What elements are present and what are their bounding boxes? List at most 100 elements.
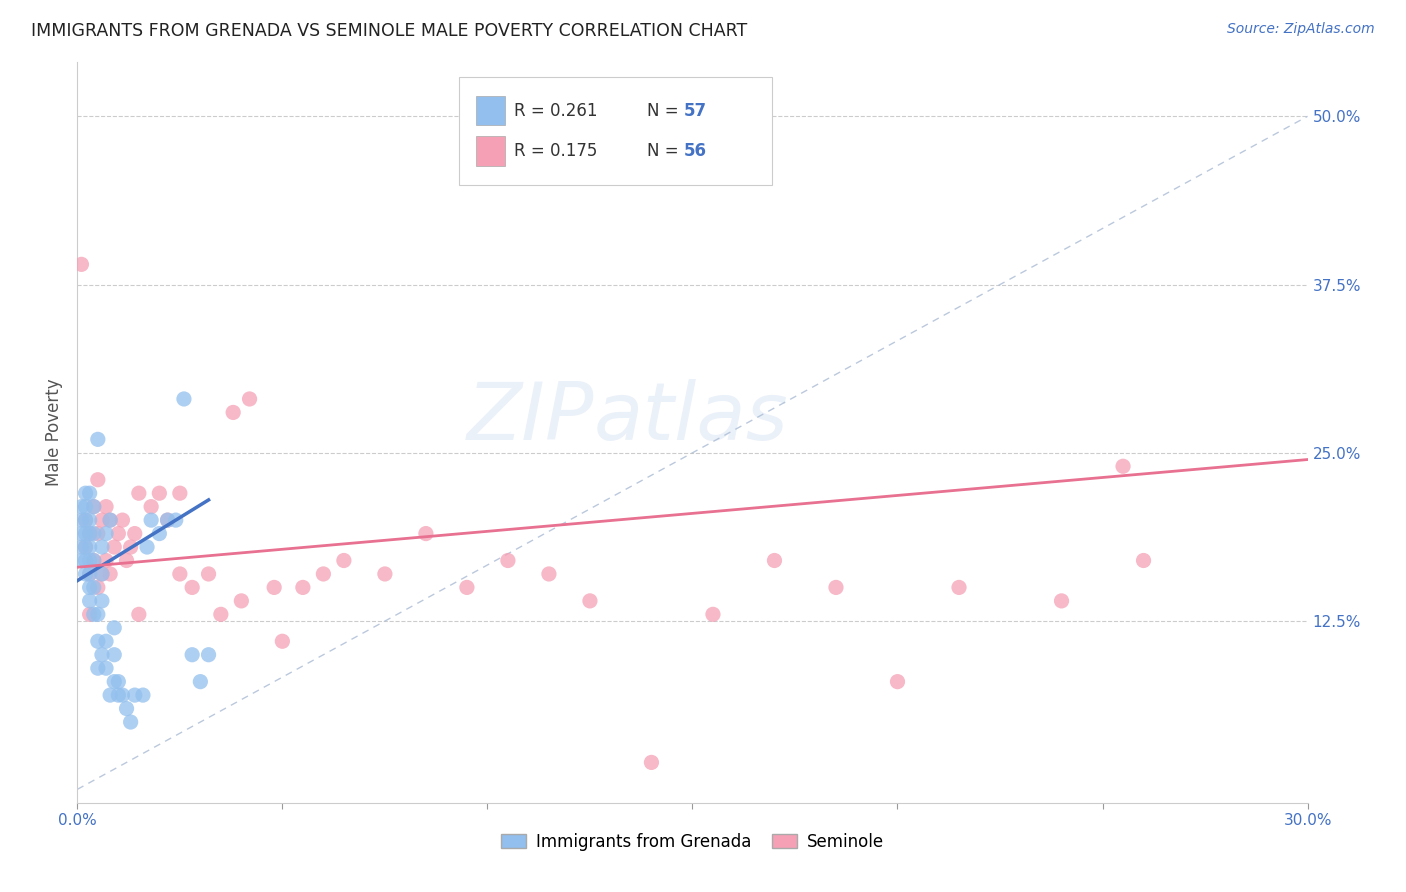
Point [87, 433, 110, 447]
Point [79, 594, 101, 608]
Point [111, 688, 134, 702]
Point [98, 513, 121, 527]
FancyBboxPatch shape [477, 95, 506, 126]
Point [98, 566, 121, 581]
Point [90, 566, 114, 581]
Point [374, 566, 396, 581]
Point [83, 553, 105, 567]
Point [579, 594, 602, 608]
Point [75, 566, 97, 581]
Point [75, 540, 97, 554]
Point [702, 607, 724, 622]
Point [148, 486, 170, 500]
Text: R = 0.261: R = 0.261 [515, 102, 598, 120]
Point [1112, 459, 1135, 474]
Point [83, 526, 105, 541]
Text: Source: ZipAtlas.com: Source: ZipAtlas.com [1227, 22, 1375, 37]
Point [156, 513, 179, 527]
Point [98, 688, 121, 702]
Point [79, 513, 101, 527]
Point [94, 661, 117, 675]
Point [87, 526, 110, 541]
Point [148, 526, 170, 541]
Point [1050, 594, 1073, 608]
Point [141, 500, 163, 514]
Point [291, 581, 314, 595]
Point [209, 607, 232, 622]
Point [107, 688, 129, 702]
Point [79, 566, 101, 581]
Point [763, 553, 786, 567]
Text: N =: N = [647, 143, 683, 161]
Point [124, 526, 146, 541]
Point [120, 540, 142, 554]
Point [87, 473, 110, 487]
Point [165, 513, 187, 527]
Point [103, 674, 125, 689]
Point [70, 513, 93, 527]
Point [128, 607, 150, 622]
Text: IMMIGRANTS FROM GRENADA VS SEMINOLE MALE POVERTY CORRELATION CHART: IMMIGRANTS FROM GRENADA VS SEMINOLE MALE… [31, 22, 747, 40]
Point [79, 581, 101, 595]
Point [79, 486, 101, 500]
Point [1132, 553, 1154, 567]
Point [415, 526, 437, 541]
Point [537, 566, 560, 581]
Point [90, 566, 114, 581]
Text: atlas: atlas [595, 379, 789, 457]
Point [79, 553, 101, 567]
Point [98, 513, 121, 527]
Point [169, 566, 191, 581]
Point [87, 661, 110, 675]
Point [124, 688, 146, 702]
Point [94, 526, 117, 541]
Point [173, 392, 195, 406]
Point [87, 634, 110, 648]
Point [90, 513, 114, 527]
Point [70, 526, 93, 541]
Point [75, 513, 97, 527]
Point [103, 540, 125, 554]
Point [115, 553, 138, 567]
Point [75, 540, 97, 554]
Legend: Immigrants from Grenada, Seminole: Immigrants from Grenada, Seminole [495, 826, 890, 857]
Point [107, 526, 129, 541]
Point [70, 500, 93, 514]
Text: 56: 56 [683, 143, 707, 161]
Point [271, 634, 294, 648]
FancyBboxPatch shape [477, 136, 506, 166]
Point [115, 701, 138, 715]
Point [456, 581, 478, 595]
Point [103, 621, 125, 635]
Point [197, 648, 219, 662]
Point [239, 392, 262, 406]
Point [825, 581, 848, 595]
Point [94, 500, 117, 514]
Point [132, 688, 155, 702]
Point [120, 714, 142, 729]
Text: 57: 57 [683, 102, 707, 120]
Point [87, 607, 110, 622]
Point [90, 648, 114, 662]
Point [79, 526, 101, 541]
Point [94, 634, 117, 648]
Point [103, 648, 125, 662]
Point [79, 607, 101, 622]
Point [75, 500, 97, 514]
Point [948, 581, 970, 595]
Point [181, 648, 204, 662]
Point [83, 500, 105, 514]
Point [79, 526, 101, 541]
Point [94, 553, 117, 567]
Point [188, 674, 212, 689]
Point [83, 500, 105, 514]
Point [111, 513, 134, 527]
Point [141, 513, 163, 527]
Point [75, 486, 97, 500]
Point [75, 513, 97, 527]
Point [886, 674, 908, 689]
Point [263, 581, 285, 595]
Text: ZIP: ZIP [467, 379, 595, 457]
Y-axis label: Male Poverty: Male Poverty [45, 379, 63, 486]
Point [79, 566, 101, 581]
